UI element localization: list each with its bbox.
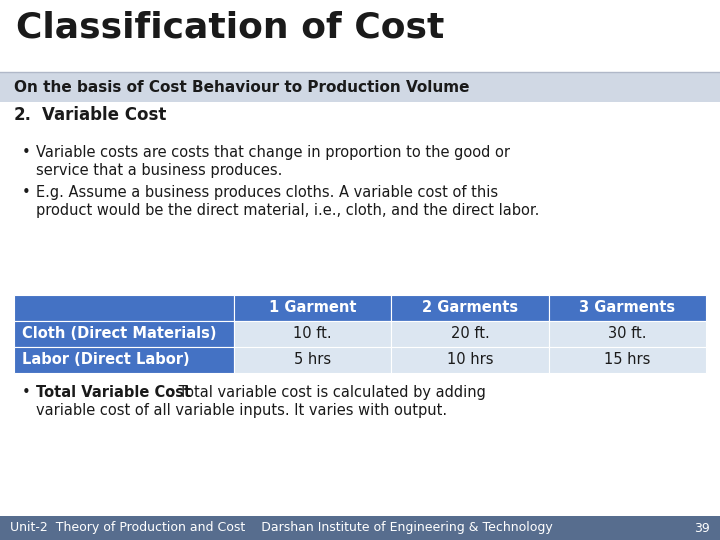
Text: 15 hrs: 15 hrs: [604, 353, 651, 368]
Text: 2 Garments: 2 Garments: [422, 300, 518, 315]
Text: : Total variable cost is calculated by adding: : Total variable cost is calculated by a…: [169, 385, 486, 400]
Text: 20 ft.: 20 ft.: [451, 327, 490, 341]
Bar: [0, 72, 720, 102]
Text: Unit-2  Theory of Production and Cost    Darshan Institute of Engineering & Tech: Unit-2 Theory of Production and Cost Dar…: [10, 522, 553, 535]
Text: 39: 39: [694, 522, 710, 535]
Text: On the basis of Cost Behaviour to Production Volume: On the basis of Cost Behaviour to Produc…: [14, 79, 469, 94]
Bar: [392, 321, 549, 347]
Bar: [234, 321, 392, 347]
Bar: [14, 295, 234, 321]
Text: 1 Garment: 1 Garment: [269, 300, 356, 315]
Text: E.g. Assume a business produces cloths. A variable cost of this: E.g. Assume a business produces cloths. …: [36, 185, 498, 200]
Bar: [14, 347, 234, 373]
Text: 10 ft.: 10 ft.: [293, 327, 332, 341]
Text: service that a business produces.: service that a business produces.: [36, 163, 282, 178]
Text: Classification of Cost: Classification of Cost: [16, 10, 444, 44]
Bar: [234, 295, 392, 321]
Text: 30 ft.: 30 ft.: [608, 327, 647, 341]
Text: 10 hrs: 10 hrs: [446, 353, 493, 368]
Text: Variable Cost: Variable Cost: [42, 106, 166, 124]
Text: Total Variable Cost: Total Variable Cost: [36, 385, 191, 400]
Bar: [392, 347, 549, 373]
Text: Cloth (Direct Materials): Cloth (Direct Materials): [22, 327, 217, 341]
Bar: [234, 347, 392, 373]
Text: •: •: [22, 185, 31, 200]
Bar: [0, 516, 720, 540]
Text: Labor (Direct Labor): Labor (Direct Labor): [22, 353, 189, 368]
Bar: [14, 321, 234, 347]
Text: variable cost of all variable inputs. It varies with output.: variable cost of all variable inputs. It…: [36, 403, 447, 418]
Text: 5 hrs: 5 hrs: [294, 353, 331, 368]
Text: 3 Garments: 3 Garments: [580, 300, 675, 315]
Bar: [549, 295, 706, 321]
Text: 2.: 2.: [14, 106, 32, 124]
Bar: [392, 295, 549, 321]
Text: product would be the direct material, i.e., cloth, and the direct labor.: product would be the direct material, i.…: [36, 203, 539, 218]
Bar: [549, 347, 706, 373]
Text: Variable costs are costs that change in proportion to the good or: Variable costs are costs that change in …: [36, 145, 510, 160]
Text: •: •: [22, 385, 31, 400]
Text: •: •: [22, 145, 31, 160]
Bar: [549, 321, 706, 347]
